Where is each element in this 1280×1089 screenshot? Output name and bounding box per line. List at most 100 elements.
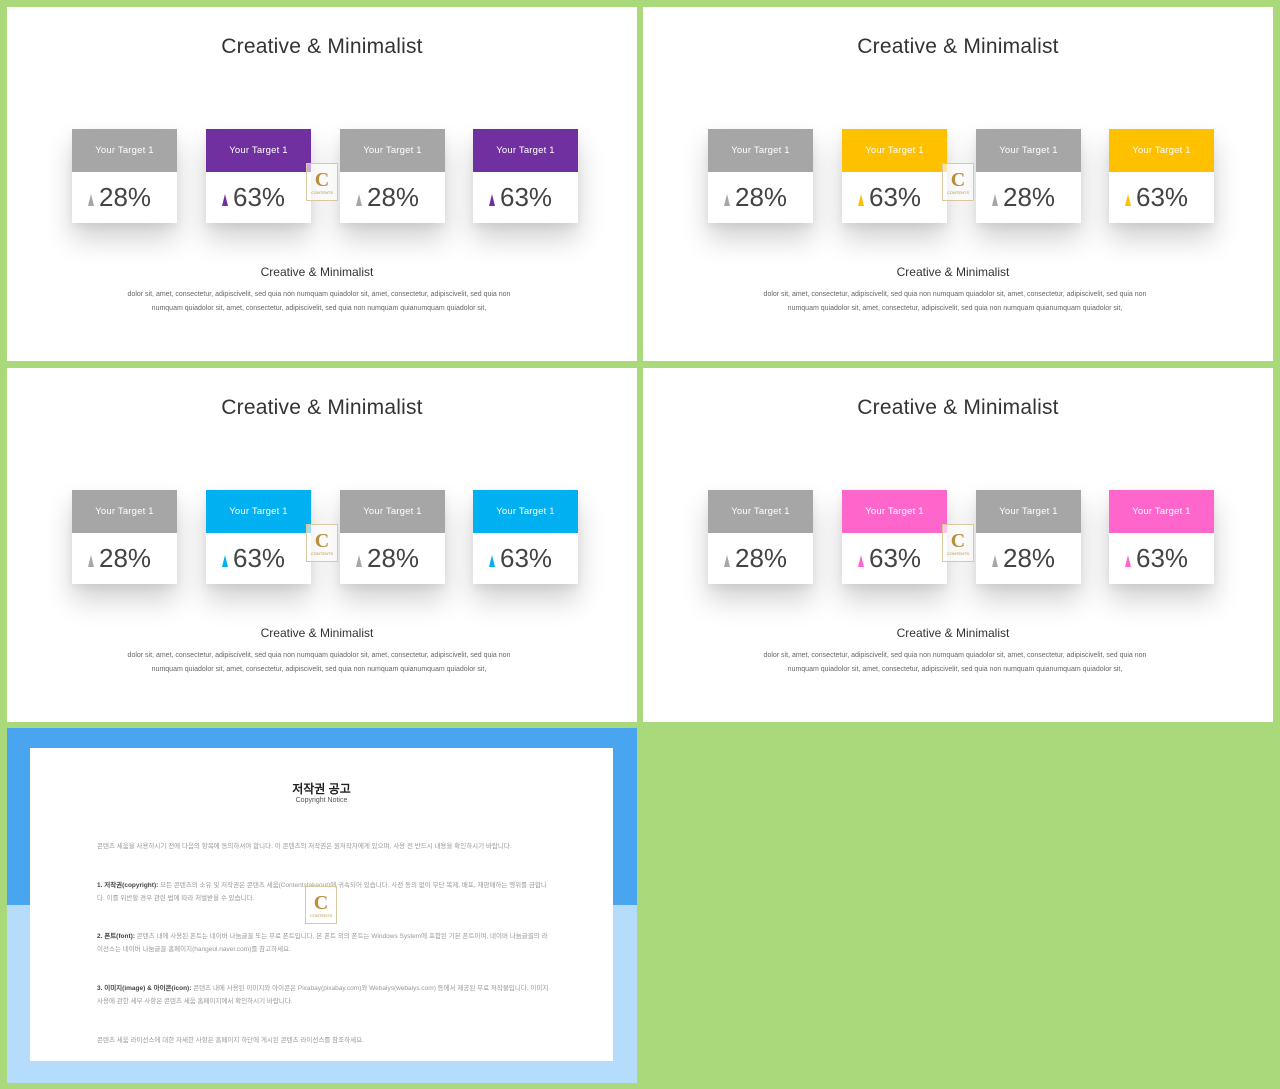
target-card: Your Target 1 63% [842, 490, 947, 584]
notice-item-font: 2. 폰트(font): 콘텐츠 내에 사용된 폰트는 네이버 나눔글꼴 또는 … [97, 930, 549, 956]
logo-letter: C [313, 891, 329, 914]
target-card-value: 63% [500, 543, 553, 573]
notice-item-label: 1. 저작권(copyright): [97, 882, 159, 889]
notice-subtitle: Copyright Notice [295, 797, 348, 804]
target-card-value: 28% [1003, 182, 1056, 212]
target-card-value: 63% [1136, 543, 1189, 573]
slide-3: Creative & Minimalist Your Target 1 28% You… [7, 368, 637, 722]
target-card-value: 63% [233, 543, 286, 573]
copyright-notice-slide: 저작권 공고 Copyright Notice 콘텐츠 세움을 사용하시기 전에… [7, 728, 637, 1083]
target-cards: Your Target 1 28% Your Target 1 63% Your Tar… [72, 490, 578, 585]
target-card-body: 28% [708, 172, 813, 223]
up-arrow-icon [1125, 193, 1131, 206]
target-card: Your Target 1 28% [340, 490, 445, 584]
up-arrow-icon [858, 554, 864, 567]
logo-watermark: C CONTENTS [305, 886, 337, 924]
logo-watermark: C CONTENTS [306, 163, 338, 201]
up-arrow-icon [489, 554, 495, 567]
target-card-label: Your Target 1 [473, 129, 578, 172]
notice-item-copyright: 1. 저작권(copyright): 모든 콘텐츠의 소유 및 저작권은 콘텐츠… [97, 879, 549, 905]
logo-letter: C [950, 168, 966, 191]
up-arrow-icon [1125, 554, 1131, 567]
logo-small-text: CONTENTS [310, 912, 332, 918]
up-arrow-icon [858, 193, 864, 206]
up-arrow-icon [724, 554, 730, 567]
target-card-body: 28% [340, 172, 445, 223]
up-arrow-icon [356, 193, 362, 206]
target-card: Your Target 1 63% [842, 129, 947, 223]
target-card-value: 63% [500, 182, 553, 212]
slide-body-text: dolor sit, amet, consectetur, adipiscive… [127, 291, 511, 312]
target-card-value: 28% [99, 543, 152, 573]
up-arrow-icon [222, 554, 228, 567]
slide-subtitle: Creative & Minimalist [896, 265, 1010, 279]
slide-body-text: dolor sit, amet, consectetur, adipiscive… [127, 652, 511, 673]
target-card: Your Target 1 28% [708, 490, 813, 584]
up-arrow-icon [489, 193, 495, 206]
target-card-label: Your Target 1 [473, 490, 578, 533]
slide-subtitle: Creative & Minimalist [260, 626, 374, 640]
target-cards: Your Target 1 28% Your Target 1 63% Your Tar… [708, 490, 1214, 585]
target-cards: Your Target 1 28% Your Target 1 63% Your Tar… [72, 129, 578, 224]
notice-item-image: 3. 이미지(image) & 아이콘(icon): 콘텐츠 내에 사용된 이미… [97, 982, 549, 1008]
target-card-body: 63% [206, 172, 311, 223]
target-card: Your Target 1 63% [1109, 490, 1214, 584]
target-card: Your Target 1 63% [473, 490, 578, 584]
up-arrow-icon [992, 193, 998, 206]
target-card-body: 63% [473, 172, 578, 223]
target-card-body: 28% [72, 533, 177, 584]
up-arrow-icon [992, 554, 998, 567]
target-card-label: Your Target 1 [1109, 490, 1214, 533]
target-card-label: Your Target 1 [976, 490, 1081, 533]
target-card: Your Target 1 28% [340, 129, 445, 223]
target-cards: Your Target 1 28% Your Target 1 63% Your Tar… [708, 129, 1214, 224]
target-card-value: 28% [735, 182, 788, 212]
slide-subtitle: Creative & Minimalist [260, 265, 374, 279]
slide-title: Creative & Minimalist [221, 396, 423, 419]
logo-watermark: C CONTENTS [942, 524, 974, 562]
target-card-body: 63% [842, 533, 947, 584]
target-card-value: 28% [1003, 543, 1056, 573]
target-card-label: Your Target 1 [708, 490, 813, 533]
up-arrow-icon [222, 193, 228, 206]
logo-letter: C [314, 529, 330, 552]
target-card-label: Your Target 1 [708, 129, 813, 172]
target-card: Your Target 1 63% [473, 129, 578, 223]
slide-1: Creative & Minimalist Your Target 1 28% You… [7, 7, 637, 361]
target-card-value: 63% [869, 543, 922, 573]
target-card-body: 63% [1109, 172, 1214, 223]
target-card-label: Your Target 1 [206, 129, 311, 172]
slide-title: Creative & Minimalist [221, 35, 423, 58]
notice-outro: 콘텐츠 세움 라이선스에 대한 자세한 사항은 홈페이지 하단에 게시된 콘텐츠… [97, 1037, 364, 1044]
notice-title: 저작권 공고 [292, 782, 351, 796]
notice-item-label: 3. 이미지(image) & 아이콘(icon): [97, 985, 192, 992]
target-card-label: Your Target 1 [72, 490, 177, 533]
target-card-label: Your Target 1 [72, 129, 177, 172]
notice-item-text: 콘텐츠 내에 사용된 이미지와 아이콘은 Pixabay(pixabay.com… [97, 985, 549, 1005]
target-card-body: 28% [708, 533, 813, 584]
logo-watermark: C CONTENTS [942, 163, 974, 201]
target-card-body: 63% [1109, 533, 1214, 584]
target-card: Your Target 1 63% [206, 129, 311, 223]
slide-title: Creative & Minimalist [857, 35, 1059, 58]
notice-item-text: 콘텐츠 내에 사용된 폰트는 네이버 나눔글꼴 또는 무료 폰트입니다. 본 폰… [97, 933, 548, 953]
logo-small-text: CONTENTS [311, 550, 333, 556]
target-card-body: 28% [340, 533, 445, 584]
notice-paper: 저작권 공고 Copyright Notice 콘텐츠 세움을 사용하시기 전에… [30, 748, 613, 1061]
target-card-label: Your Target 1 [842, 490, 947, 533]
target-card: Your Target 1 28% [72, 129, 177, 223]
target-card-body: 28% [72, 172, 177, 223]
slide-body-text: dolor sit, amet, consectetur, adipiscive… [763, 652, 1147, 673]
notice-intro: 콘텐츠 세움을 사용하시기 전에 다음의 항목에 동의하셔야 합니다. 이 콘텐… [97, 843, 512, 850]
target-card-value: 63% [233, 182, 286, 212]
target-card: Your Target 1 28% [708, 129, 813, 223]
target-card-label: Your Target 1 [842, 129, 947, 172]
target-card-body: 28% [976, 172, 1081, 223]
slide-title: Creative & Minimalist [857, 396, 1059, 419]
slide-2: Creative & Minimalist Your Target 1 28% You… [643, 7, 1273, 361]
target-card-body: 63% [206, 533, 311, 584]
up-arrow-icon [88, 193, 94, 206]
target-card-value: 63% [869, 182, 922, 212]
logo-small-text: CONTENTS [947, 550, 969, 556]
slide-4: Creative & Minimalist Your Target 1 28% You… [643, 368, 1273, 722]
